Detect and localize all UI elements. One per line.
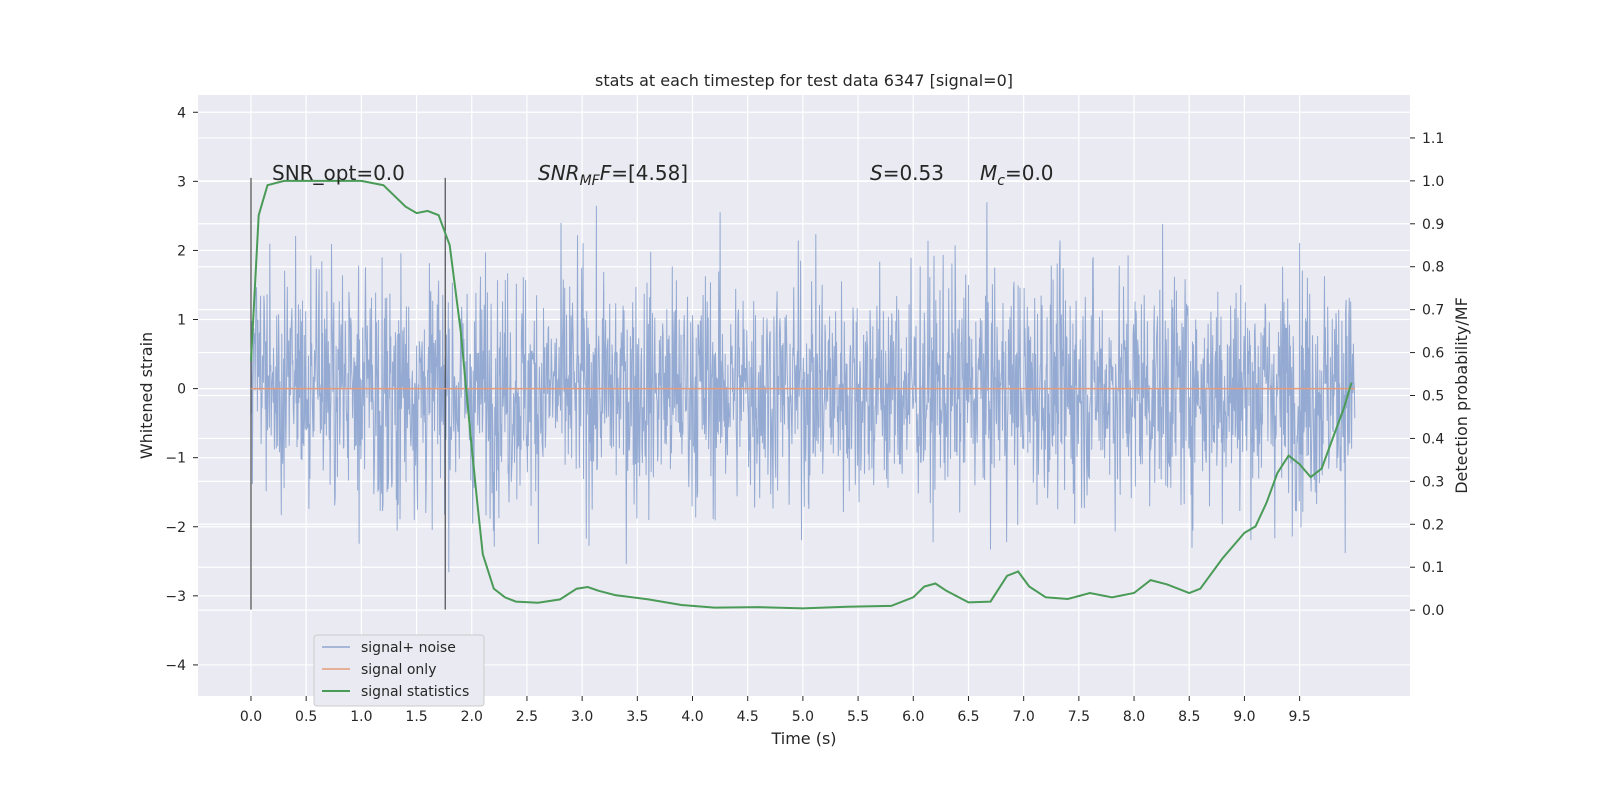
x-tick-label: 9.5: [1288, 709, 1310, 725]
y-axis-label-right: Detection probability/MF: [1452, 297, 1471, 494]
x-tick-label: 3.5: [626, 709, 648, 725]
x-tick-label: 4.5: [737, 709, 759, 725]
annotation-s: S=0.53: [870, 161, 944, 185]
annotation-mc: Mc=0.0: [980, 161, 1054, 189]
y-tick-label-left: 2: [177, 243, 186, 259]
y-tick-label-right: 0.6: [1422, 346, 1444, 362]
legend-label-signal-noise: signal+ noise: [361, 640, 456, 656]
legend-label-signal-statistics: signal statistics: [361, 684, 469, 700]
x-tick-label: 0.0: [240, 709, 262, 725]
y-axis-label-left: Whitened strain: [137, 332, 156, 459]
legend: signal+ noise signal only signal statist…: [313, 634, 485, 707]
noise-series: [250, 202, 1356, 573]
series-layer: [250, 177, 1355, 610]
legend-box: [313, 634, 485, 707]
x-tick-label: 1.0: [350, 709, 372, 725]
x-tick-label: 9.0: [1233, 709, 1255, 725]
x-tick-label: 6.5: [957, 709, 979, 725]
y-tick-label-left: 4: [177, 105, 186, 121]
y-tick-label-right: 0.8: [1422, 260, 1444, 276]
x-tick-label: 8.5: [1178, 709, 1200, 725]
y-tick-label-right: 0.1: [1422, 560, 1444, 576]
y-tick-label-right: 0.7: [1422, 303, 1444, 319]
annotation-snr-mf: SNRMFF=[4.58]: [538, 161, 688, 189]
y-tick-label-left: 3: [177, 174, 186, 190]
y-tick-label-right: 0.5: [1422, 389, 1444, 405]
y-tick-label-right: 0.2: [1422, 517, 1444, 533]
x-tick-label: 0.5: [295, 709, 317, 725]
noise-trace: [250, 202, 1356, 573]
signal-statistics-line: [250, 179, 1353, 610]
x-tick-label: 5.0: [792, 709, 814, 725]
y-tick-label-left: 1: [177, 313, 186, 329]
x-tick-label: 1.5: [405, 709, 427, 725]
legend-label-signal-only: signal only: [361, 662, 436, 678]
x-tick-label: 5.5: [847, 709, 869, 725]
y-tick-label-left: −2: [165, 520, 186, 536]
y-tick-label-right: 0.3: [1422, 474, 1444, 490]
chart-title: stats at each timestep for test data 634…: [595, 71, 1013, 90]
y-tick-label-left: −4: [165, 658, 186, 674]
y-tick-label-right: 0.9: [1422, 217, 1444, 233]
y-tick-label-left: −3: [165, 589, 186, 605]
annotation-snr-opt: SNR_opt=0.0: [272, 161, 405, 185]
x-tick-label: 3.0: [571, 709, 593, 725]
x-tick-label: 7.0: [1013, 709, 1035, 725]
x-tick-label: 2.5: [516, 709, 538, 725]
x-tick-label: 8.0: [1123, 709, 1145, 725]
y-tick-label-right: 1.1: [1422, 131, 1444, 147]
y-tick-label-left: 0: [177, 382, 186, 398]
y-tick-label-left: −1: [165, 451, 186, 467]
x-tick-label: 7.5: [1068, 709, 1090, 725]
y-tick-label-right: 0.0: [1422, 603, 1444, 619]
y-tick-label-right: 0.4: [1422, 431, 1444, 447]
ticks: 0.0 0.5 1.0 1.5 2.0 2.5 3.0 3.5 4.0 4.5 5.0 5.5 6.0 6…: [165, 105, 1444, 725]
y-tick-label-right: 1.0: [1422, 174, 1444, 190]
x-tick-label: 2.0: [461, 709, 483, 725]
x-tick-label: 4.0: [681, 709, 703, 725]
x-tick-label: 6.0: [902, 709, 924, 725]
x-axis-label: Time (s): [770, 729, 836, 748]
